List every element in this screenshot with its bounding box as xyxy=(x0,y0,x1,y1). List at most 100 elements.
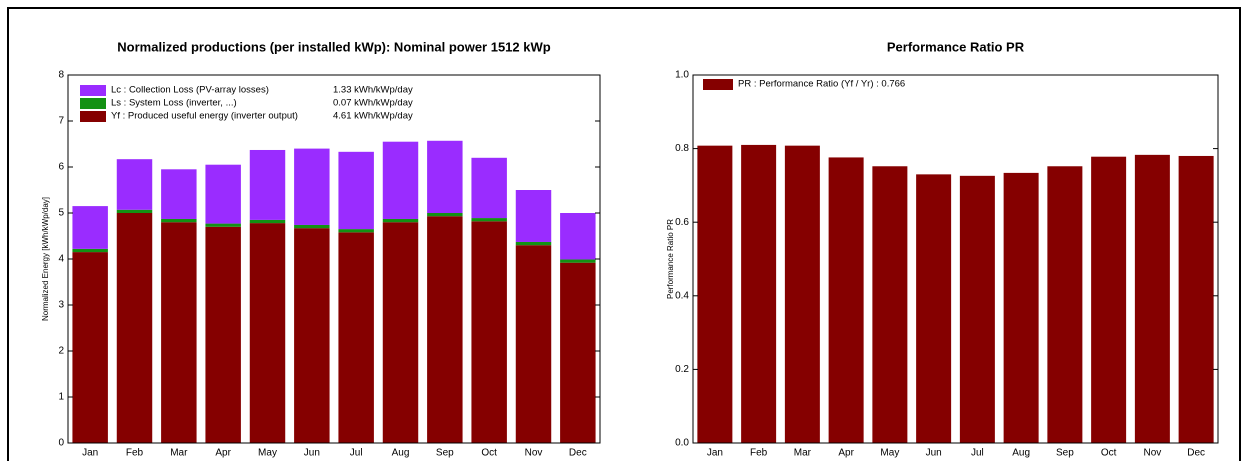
bar xyxy=(959,175,995,443)
plot-border xyxy=(67,74,601,444)
bar xyxy=(515,245,552,443)
plot-area xyxy=(68,75,600,443)
bar xyxy=(72,248,108,253)
y-tick-label: 0.4 xyxy=(675,290,689,301)
bar xyxy=(116,209,153,213)
x-tick-label: Nov xyxy=(525,448,543,459)
x-tick-label: Oct xyxy=(1101,448,1117,459)
y-tick-label: 2 xyxy=(58,346,64,357)
x-tick-label: Jan xyxy=(707,448,723,459)
bar xyxy=(427,216,463,443)
bar xyxy=(205,223,241,227)
x-tick-label: Sep xyxy=(1056,448,1074,459)
y-tick-label: 1.0 xyxy=(675,70,689,81)
bar xyxy=(1134,154,1170,443)
y-axis-label: Normalized Energy [kWh/kWp/day] xyxy=(41,197,50,321)
bar xyxy=(916,174,952,444)
bar xyxy=(338,232,374,443)
legend-box xyxy=(77,82,447,124)
bar xyxy=(72,252,108,443)
bar xyxy=(741,144,777,444)
x-tick-label: Jun xyxy=(926,448,942,459)
bar xyxy=(471,221,507,443)
legend-label: PR : Performance Ratio (Yf / Yr) : 0.766 xyxy=(738,79,905,90)
bar xyxy=(560,262,596,443)
legend-swatch xyxy=(80,111,106,122)
x-tick-label: Feb xyxy=(126,448,144,459)
bar xyxy=(338,151,374,230)
legend-swatch xyxy=(80,85,106,96)
legend-value: 0.07 kWh/kWp/day xyxy=(333,98,413,109)
chart-title: Performance Ratio PR xyxy=(887,39,1025,54)
bar xyxy=(697,145,733,443)
bar xyxy=(515,190,552,242)
legend-swatch xyxy=(80,98,106,109)
bar xyxy=(471,157,507,219)
bar xyxy=(515,241,552,246)
y-tick-label: 3 xyxy=(58,300,64,311)
bar xyxy=(872,166,908,443)
y-tick-label: 8 xyxy=(58,70,64,81)
y-tick-label: 0.0 xyxy=(675,438,689,449)
frame xyxy=(7,7,1241,461)
bar xyxy=(338,229,374,233)
bar xyxy=(382,222,419,443)
x-tick-label: Oct xyxy=(481,448,497,459)
chart-title: Normalized productions (per installed kW… xyxy=(117,39,550,54)
legend-label: Lc : Collection Loss (PV-array losses) xyxy=(111,85,269,96)
x-tick-label: Jul xyxy=(971,448,984,459)
bar xyxy=(116,213,153,443)
y-axis-label: Performance Ratio PR xyxy=(666,219,675,299)
y-tick-label: 4 xyxy=(58,254,64,265)
x-tick-label: May xyxy=(880,448,899,459)
y-tick-label: 0.8 xyxy=(675,143,689,154)
x-tick-label: Jul xyxy=(350,448,363,459)
x-tick-label: Dec xyxy=(1187,448,1205,459)
x-tick-label: Jun xyxy=(304,448,320,459)
y-tick-label: 7 xyxy=(58,116,64,127)
bar xyxy=(161,218,197,223)
bar xyxy=(427,140,463,213)
bar xyxy=(560,213,596,260)
y-tick-label: 0.2 xyxy=(675,364,689,375)
legend-value: 1.33 kWh/kWp/day xyxy=(333,85,413,96)
bar xyxy=(249,149,286,220)
legend-label: Yf : Produced useful energy (inverter ou… xyxy=(111,111,298,122)
bar xyxy=(382,141,419,219)
x-tick-label: Dec xyxy=(569,448,587,459)
bar xyxy=(161,169,197,219)
bar xyxy=(427,213,463,217)
x-tick-label: Nov xyxy=(1143,448,1161,459)
x-tick-label: Mar xyxy=(170,448,188,459)
bar xyxy=(560,259,596,263)
bar xyxy=(249,223,286,443)
bar xyxy=(294,228,330,443)
x-tick-label: Apr xyxy=(215,448,231,459)
y-tick-label: 0 xyxy=(58,438,64,449)
y-tick-label: 1 xyxy=(58,392,64,403)
x-tick-label: Jan xyxy=(82,448,98,459)
legend-swatch xyxy=(703,79,733,90)
x-tick-label: May xyxy=(258,448,277,459)
y-tick-label: 0.6 xyxy=(675,217,689,228)
bar xyxy=(828,157,864,443)
x-tick-label: Aug xyxy=(392,448,410,459)
x-tick-label: Sep xyxy=(436,448,454,459)
bar xyxy=(294,148,330,225)
bar xyxy=(382,218,419,223)
plot-area xyxy=(693,75,1218,443)
legend-label: Ls : System Loss (inverter, ...) xyxy=(111,98,237,109)
bar xyxy=(205,226,241,443)
bar xyxy=(471,218,507,222)
bar xyxy=(1091,156,1127,444)
bar xyxy=(116,159,153,210)
bar xyxy=(784,145,820,443)
bar xyxy=(1003,172,1039,443)
x-tick-label: Aug xyxy=(1012,448,1030,459)
x-tick-label: Feb xyxy=(750,448,768,459)
bar xyxy=(249,219,286,224)
bar xyxy=(1178,155,1214,443)
bar xyxy=(294,224,330,229)
legend-value: 4.61 kWh/kWp/day xyxy=(333,111,413,122)
